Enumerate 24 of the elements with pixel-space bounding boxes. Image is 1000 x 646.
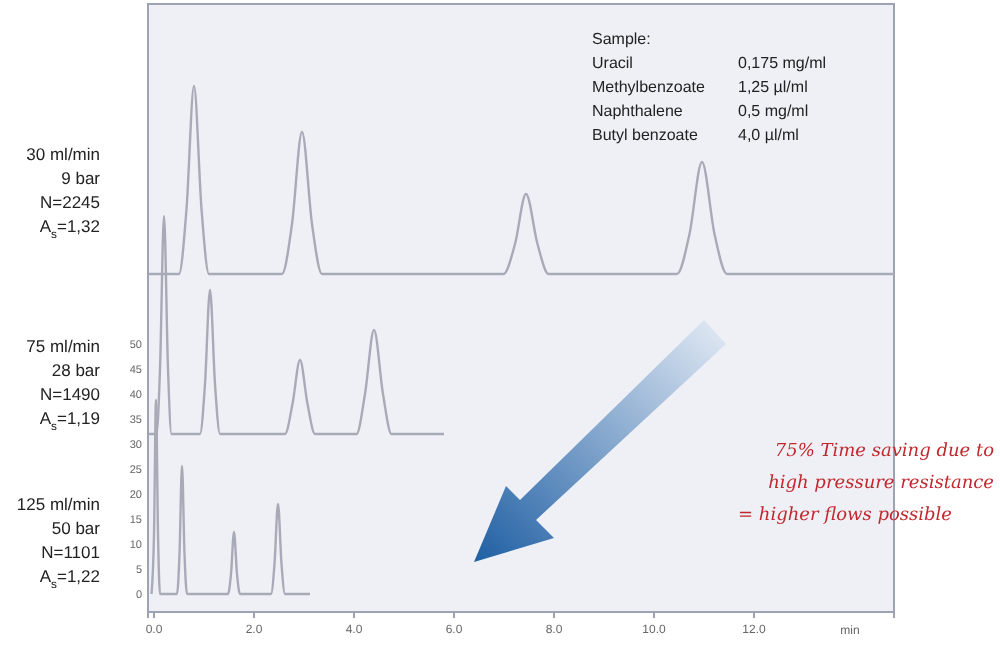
annotation: 0,175 mg/ml xyxy=(738,54,827,72)
text: N=2245 xyxy=(39,192,101,212)
annotation: 1,25 µl/ml xyxy=(738,78,809,96)
text: 75 ml/min xyxy=(26,336,101,356)
annotation: high pressure resistance xyxy=(768,474,994,494)
annotation: Uracil xyxy=(592,54,634,72)
annotation: 75% Time saving due to xyxy=(774,442,996,462)
text: 9 bar xyxy=(61,168,101,188)
text: 30 ml/min xyxy=(26,144,101,164)
annotation: 0,5 mg/ml xyxy=(738,102,809,120)
text: N=1490 xyxy=(39,384,101,404)
text: A$_{s}$=1,22 xyxy=(39,566,101,592)
text: 50 bar xyxy=(51,518,101,538)
annotation: Sample: xyxy=(592,30,651,48)
annotation: 4,0 µl/ml xyxy=(738,126,800,144)
text: A$_{s}$=1,19 xyxy=(39,408,101,434)
annotation: Butyl benzoate xyxy=(592,126,699,144)
text: 28 bar xyxy=(51,360,101,380)
annotation: = higher flows possible xyxy=(738,506,952,526)
text: A$_{s}$=1,32 xyxy=(39,216,101,242)
annotation: Naphthalene xyxy=(592,102,684,120)
text: N=1101 xyxy=(41,542,101,562)
annotation: Methylbenzoate xyxy=(592,78,707,96)
text: 125 ml/min xyxy=(16,494,101,514)
